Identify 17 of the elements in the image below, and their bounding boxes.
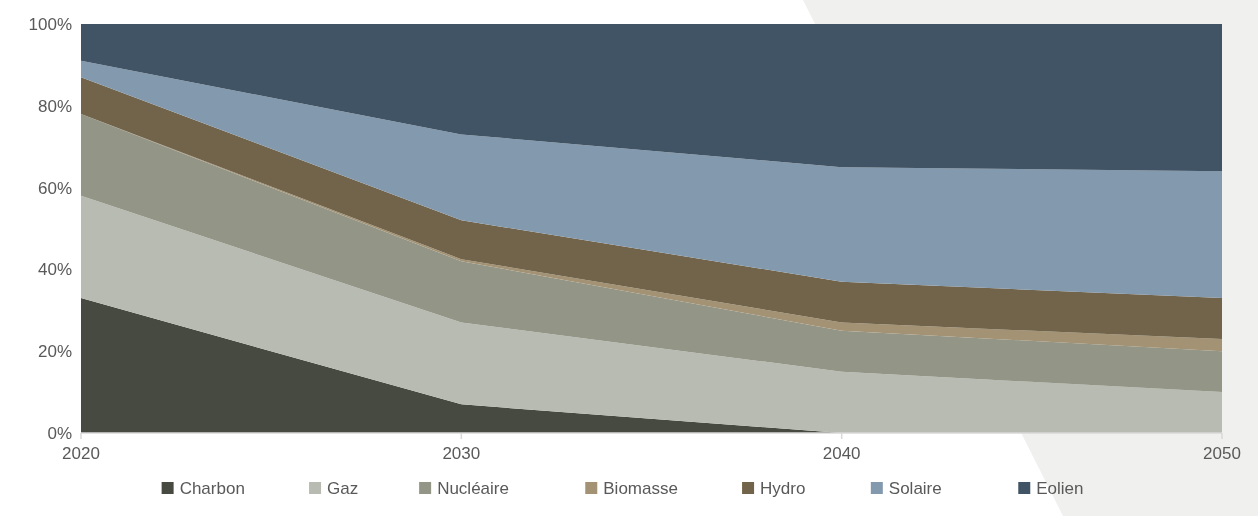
legend-label: Gaz <box>327 479 359 498</box>
y-tick-label: 0% <box>47 424 72 443</box>
legend-label: Charbon <box>179 479 245 498</box>
y-tick-label: 40% <box>37 260 72 280</box>
y-tick-label: 100% <box>28 15 72 34</box>
legend-label: Solaire <box>888 479 942 498</box>
legend-label: Biomasse <box>603 479 678 498</box>
x-tick-label: 2020 <box>62 444 100 463</box>
legend-label: Nucléaire <box>437 479 509 498</box>
x-tick-label: 2040 <box>822 444 861 463</box>
y-tick-label: 80% <box>37 96 72 116</box>
x-tick-label: 2050 <box>1203 444 1241 463</box>
y-tick-label: 60% <box>37 178 72 198</box>
y-tick-label: 20% <box>37 342 72 362</box>
x-tick-label: 2030 <box>442 444 481 463</box>
legend-label: Eolien <box>1036 479 1084 498</box>
legend-label: Hydro <box>760 479 806 498</box>
